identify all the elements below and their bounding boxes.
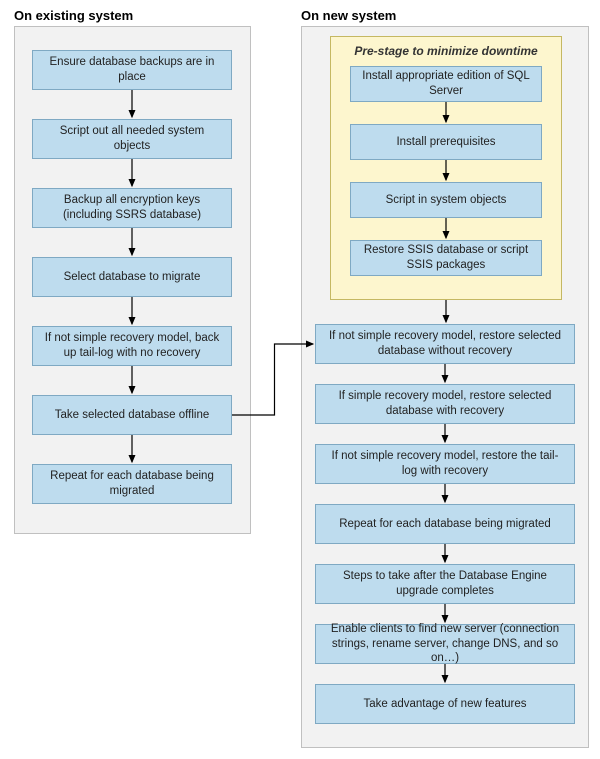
prestage-step-2: Script in system objects (350, 182, 542, 218)
prestage-title: Pre-stage to minimize downtime (331, 44, 561, 58)
right-step-2: If not simple recovery model, restore th… (315, 444, 575, 484)
left-step-6: Repeat for each database being migrated (32, 464, 232, 504)
left-step-4: If not simple recovery model, back up ta… (32, 326, 232, 366)
right-step-0: If not simple recovery model, restore se… (315, 324, 575, 364)
title-existing-system: On existing system (14, 8, 133, 23)
left-step-5: Take selected database offline (32, 395, 232, 435)
prestage-step-0: Install appropriate edition of SQL Serve… (350, 66, 542, 102)
left-step-0: Ensure database backups are in place (32, 50, 232, 90)
left-step-2: Backup all encryption keys (including SS… (32, 188, 232, 228)
left-step-1: Script out all needed system objects (32, 119, 232, 159)
prestage-step-3: Restore SSIS database or script SSIS pac… (350, 240, 542, 276)
right-step-6: Take advantage of new features (315, 684, 575, 724)
right-step-3: Repeat for each database being migrated (315, 504, 575, 544)
title-new-system: On new system (301, 8, 396, 23)
right-step-4: Steps to take after the Database Engine … (315, 564, 575, 604)
right-step-1: If simple recovery model, restore select… (315, 384, 575, 424)
prestage-step-1: Install prerequisites (350, 124, 542, 160)
right-step-5: Enable clients to find new server (conne… (315, 624, 575, 664)
left-step-3: Select database to migrate (32, 257, 232, 297)
